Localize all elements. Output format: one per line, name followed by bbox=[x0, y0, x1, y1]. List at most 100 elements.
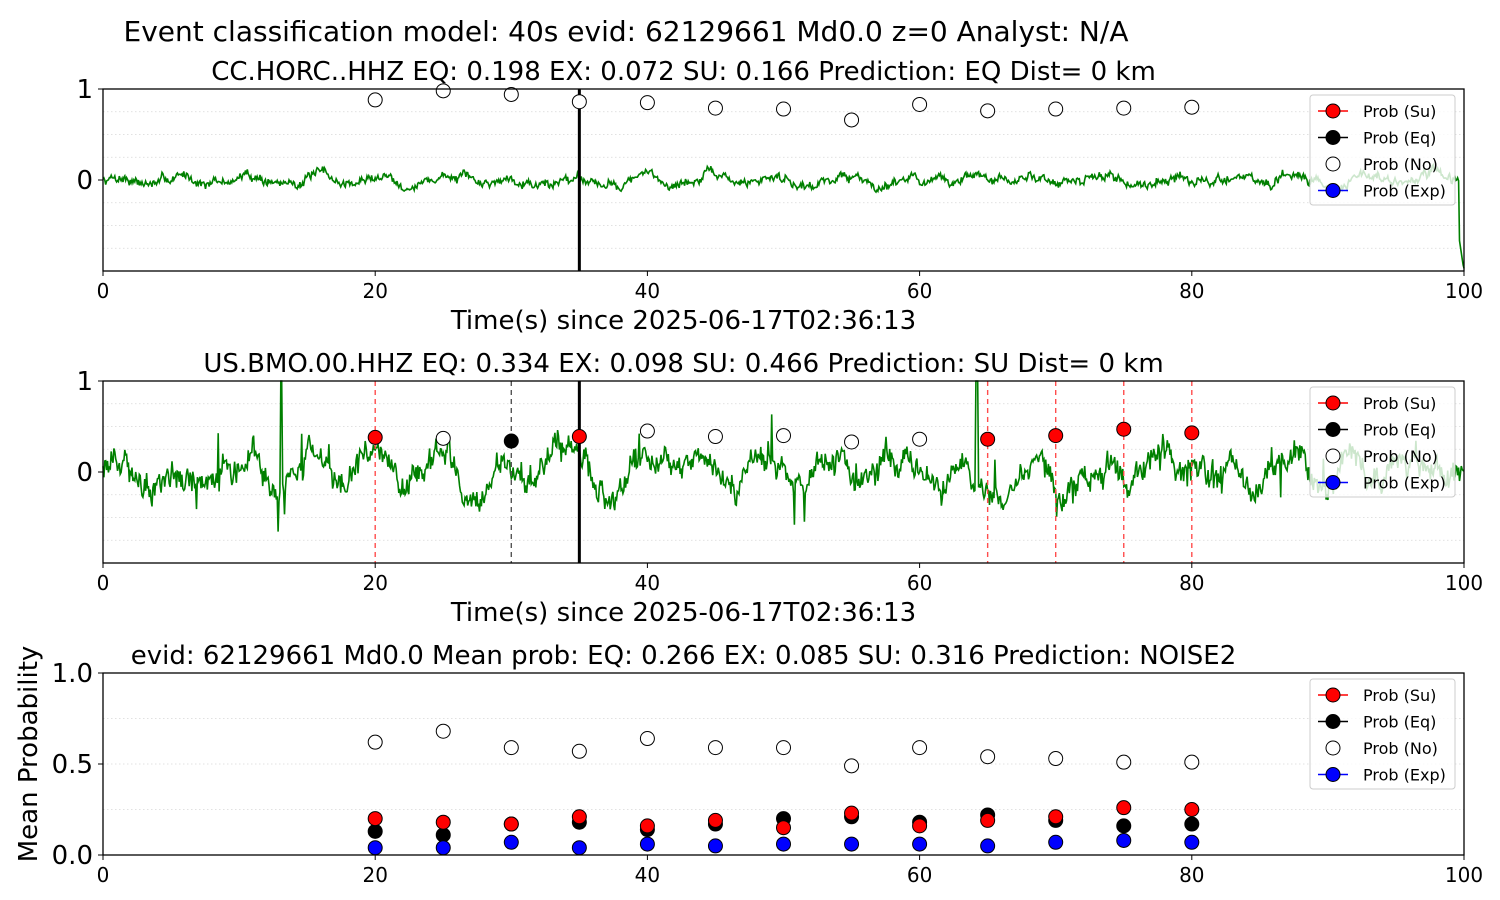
panel-title: evid: 62129661 Md0.0 Mean prob: EQ: 0.26… bbox=[131, 641, 1237, 671]
data-point bbox=[844, 112, 860, 128]
data-point bbox=[776, 428, 791, 444]
data-point bbox=[435, 430, 451, 446]
legend-marker bbox=[1325, 767, 1341, 782]
legend-marker bbox=[1325, 740, 1341, 756]
axes-frame bbox=[102, 380, 1465, 564]
y-axis-label: Mean Probability bbox=[14, 646, 44, 863]
data-point bbox=[435, 840, 451, 856]
x-tick-label: 0 bbox=[97, 571, 110, 595]
data-point bbox=[844, 434, 860, 450]
data-point bbox=[1184, 425, 1200, 441]
x-tick-label: 60 bbox=[907, 571, 932, 595]
x-tick-label: 20 bbox=[362, 279, 387, 303]
legend-marker bbox=[1325, 448, 1341, 464]
data-point bbox=[1184, 834, 1200, 850]
data-point bbox=[367, 823, 383, 839]
data-point bbox=[912, 836, 928, 852]
legend: Prob (Su) Prob (Eq) Prob (No) Prob (Exp) bbox=[1309, 94, 1456, 206]
data-point bbox=[1048, 751, 1064, 767]
y-tick-label: 0.0 bbox=[52, 841, 93, 871]
data-point bbox=[980, 838, 996, 854]
legend-label: Prob (Exp) bbox=[1363, 182, 1446, 201]
legend-label: Prob (Su) bbox=[1363, 102, 1436, 121]
x-tick-label: 100 bbox=[1445, 279, 1483, 303]
legend-label: Prob (Su) bbox=[1363, 686, 1436, 705]
x-axis-label: Time(s) since 2025-06-17T02:36:13 bbox=[450, 306, 916, 336]
legend-box bbox=[1309, 386, 1456, 498]
data-point bbox=[571, 743, 587, 759]
data-point bbox=[1116, 754, 1132, 770]
x-tick-label: 60 bbox=[907, 863, 932, 887]
data-point bbox=[503, 834, 519, 850]
legend: Prob (Su) Prob (Eq) Prob (No) Prob (Exp) bbox=[1309, 678, 1456, 790]
y-tick-label: 0 bbox=[76, 166, 93, 196]
data-point bbox=[1116, 832, 1132, 848]
y-tick-label: 1.0 bbox=[52, 659, 93, 689]
x-tick-label: 40 bbox=[635, 279, 660, 303]
legend-label: Prob (No) bbox=[1363, 155, 1438, 174]
x-tick-label: 100 bbox=[1445, 863, 1483, 887]
data-point bbox=[1116, 100, 1132, 116]
data-point bbox=[367, 811, 383, 827]
x-tick-label: 20 bbox=[362, 571, 387, 595]
legend-label: Prob (Exp) bbox=[1363, 474, 1446, 493]
data-point bbox=[844, 836, 860, 852]
data-point bbox=[435, 83, 451, 99]
x-tick-label: 100 bbox=[1445, 571, 1483, 595]
x-tick-label: 40 bbox=[635, 863, 660, 887]
data-point bbox=[912, 431, 928, 447]
data-point bbox=[980, 431, 996, 447]
panel-title: US.BMO.00.HHZ EQ: 0.334 EX: 0.098 SU: 0.… bbox=[203, 349, 1163, 379]
data-point bbox=[844, 758, 860, 774]
data-point bbox=[1048, 428, 1064, 444]
panel-2: US.BMO.00.HHZ EQ: 0.334 EX: 0.098 SU: 0.… bbox=[76, 349, 1483, 628]
data-point bbox=[776, 836, 791, 852]
data-point bbox=[844, 805, 860, 821]
legend-marker bbox=[1325, 183, 1341, 198]
data-point bbox=[503, 86, 519, 102]
data-point bbox=[367, 734, 383, 750]
data-point bbox=[980, 812, 996, 828]
data-point bbox=[639, 95, 655, 111]
data-point bbox=[912, 740, 928, 756]
data-point bbox=[776, 820, 791, 836]
legend-marker bbox=[1325, 475, 1341, 490]
waveform-trace bbox=[102, 162, 1465, 269]
legend-label: Prob (Su) bbox=[1363, 394, 1436, 413]
data-point bbox=[1116, 800, 1132, 816]
legend-marker bbox=[1325, 130, 1341, 145]
data-point bbox=[980, 749, 996, 765]
data-point bbox=[1116, 421, 1132, 437]
x-tick-label: 0 bbox=[97, 863, 110, 887]
data-point bbox=[707, 100, 723, 116]
x-tick-label: 80 bbox=[1179, 571, 1204, 595]
data-point bbox=[912, 96, 928, 112]
data-point bbox=[707, 429, 723, 445]
legend-marker bbox=[1325, 395, 1341, 411]
data-point bbox=[707, 812, 723, 828]
y-tick-label: 0 bbox=[76, 458, 93, 488]
data-point bbox=[503, 816, 519, 832]
data-point bbox=[1048, 809, 1064, 825]
y-tick-label: 1 bbox=[76, 367, 93, 397]
x-tick-label: 0 bbox=[97, 279, 110, 303]
legend-label: Prob (Eq) bbox=[1363, 129, 1436, 148]
legend-label: Prob (No) bbox=[1363, 739, 1438, 758]
x-tick-label: 40 bbox=[635, 571, 660, 595]
data-point bbox=[1184, 802, 1200, 817]
data-point bbox=[435, 827, 451, 843]
data-point bbox=[1184, 99, 1200, 115]
data-point bbox=[367, 92, 383, 108]
x-tick-label: 60 bbox=[907, 279, 932, 303]
data-point bbox=[503, 433, 519, 449]
data-point bbox=[367, 429, 383, 445]
data-point bbox=[707, 838, 723, 854]
panel-title: CC.HORC..HHZ EQ: 0.198 EX: 0.072 SU: 0.1… bbox=[211, 57, 1156, 87]
y-tick-label: 1 bbox=[76, 75, 93, 105]
data-point bbox=[571, 429, 587, 445]
data-point bbox=[1048, 834, 1064, 850]
legend: Prob (Su) Prob (Eq) Prob (No) Prob (Exp) bbox=[1309, 386, 1456, 498]
data-point bbox=[912, 818, 928, 834]
x-axis-label: Time(s) since 2025-06-17T02:36:13 bbox=[450, 598, 916, 628]
